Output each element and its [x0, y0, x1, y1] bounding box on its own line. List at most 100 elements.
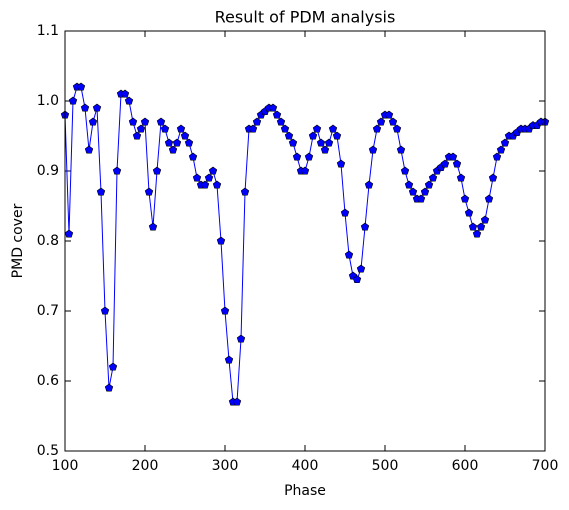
data-point: [236, 334, 246, 343]
data-point: [192, 173, 202, 182]
data-point: [476, 222, 486, 231]
data-point: [64, 229, 74, 238]
data-point: [500, 138, 510, 147]
data-point: [464, 208, 474, 217]
y-tick-label: 0.5: [37, 443, 59, 459]
data-point: [280, 124, 290, 133]
data-point: [252, 117, 262, 126]
data-point: [420, 187, 430, 196]
data-point: [176, 124, 186, 133]
data-point: [240, 187, 250, 196]
data-point: [84, 145, 94, 154]
data-point: [304, 152, 314, 161]
data-point: [272, 110, 282, 119]
data-point: [388, 117, 398, 126]
data-point: [460, 194, 470, 203]
data-point: [96, 187, 106, 196]
data-point: [300, 166, 310, 175]
data-point: [156, 117, 166, 126]
data-point: [180, 131, 190, 140]
data-point: [220, 306, 230, 315]
x-tick-label: 300: [212, 458, 239, 474]
data-point: [456, 173, 466, 182]
data-point: [188, 152, 198, 161]
data-point: [424, 180, 434, 189]
data-point: [408, 187, 418, 196]
data-point: [208, 166, 218, 175]
x-tick-label: 200: [132, 458, 159, 474]
data-point: [132, 131, 142, 140]
data-point: [144, 187, 154, 196]
data-point: [404, 180, 414, 189]
data-point: [108, 362, 118, 371]
data-point: [232, 397, 242, 406]
data-point: [428, 173, 438, 182]
plot-frame: [64, 30, 546, 452]
data-point: [352, 275, 362, 284]
data-point: [224, 355, 234, 364]
data-point: [360, 222, 370, 231]
data-point: [284, 131, 294, 140]
data-point: [92, 103, 102, 112]
data-point: [368, 145, 378, 154]
data-point: [160, 124, 170, 133]
data-point: [324, 138, 334, 147]
data-point: [328, 124, 338, 133]
data-point: [332, 131, 342, 140]
data-point: [212, 180, 222, 189]
data-point: [392, 124, 402, 133]
data-point: [320, 145, 330, 154]
data-point: [124, 96, 134, 105]
data-point: [140, 117, 150, 126]
data-point: [340, 208, 350, 217]
data-point: [440, 159, 450, 168]
data-point: [168, 145, 178, 154]
data-point: [268, 103, 278, 112]
data-point: [200, 180, 210, 189]
data-point: [104, 383, 114, 392]
data-point: [152, 166, 162, 175]
data-point: [148, 222, 158, 231]
data-point: [312, 124, 322, 133]
data-point: [308, 131, 318, 140]
data-point: [356, 264, 366, 273]
y-tick-label: 0.8: [37, 233, 59, 249]
x-tick-label: 600: [452, 458, 479, 474]
x-tick-label: 700: [532, 458, 559, 474]
y-tick-label: 0.9: [37, 163, 59, 179]
data-point: [68, 96, 78, 105]
data-point: [128, 117, 138, 126]
data-point: [372, 124, 382, 133]
data-point: [472, 229, 482, 238]
y-tick-label: 1.0: [37, 93, 59, 109]
y-axis-label: PMD cover: [10, 203, 26, 278]
x-tick-label: 100: [52, 458, 79, 474]
data-point: [344, 250, 354, 259]
data-point: [468, 222, 478, 231]
chart-title: Result of PDM analysis: [215, 8, 396, 27]
x-axis-label: Phase: [284, 483, 326, 499]
data-point: [76, 82, 86, 91]
data-point: [204, 173, 214, 182]
data-point: [112, 166, 122, 175]
x-tick-label: 500: [372, 458, 399, 474]
y-tick-label: 0.7: [37, 303, 59, 319]
data-point: [448, 152, 458, 161]
data-point: [80, 103, 90, 112]
data-point: [452, 159, 462, 168]
data-point: [172, 138, 182, 147]
data-point: [184, 138, 194, 147]
data-point: [136, 124, 146, 133]
data-point: [484, 194, 494, 203]
data-point: [292, 152, 302, 161]
data-point: [416, 194, 426, 203]
data-point: [276, 117, 286, 126]
data-point: [316, 138, 326, 147]
data-point: [384, 110, 394, 119]
y-tick-label: 1.1: [37, 23, 59, 39]
data-point: [88, 117, 98, 126]
data-point: [492, 152, 502, 161]
y-tick-label: 0.6: [37, 373, 59, 389]
data-point: [248, 124, 258, 133]
